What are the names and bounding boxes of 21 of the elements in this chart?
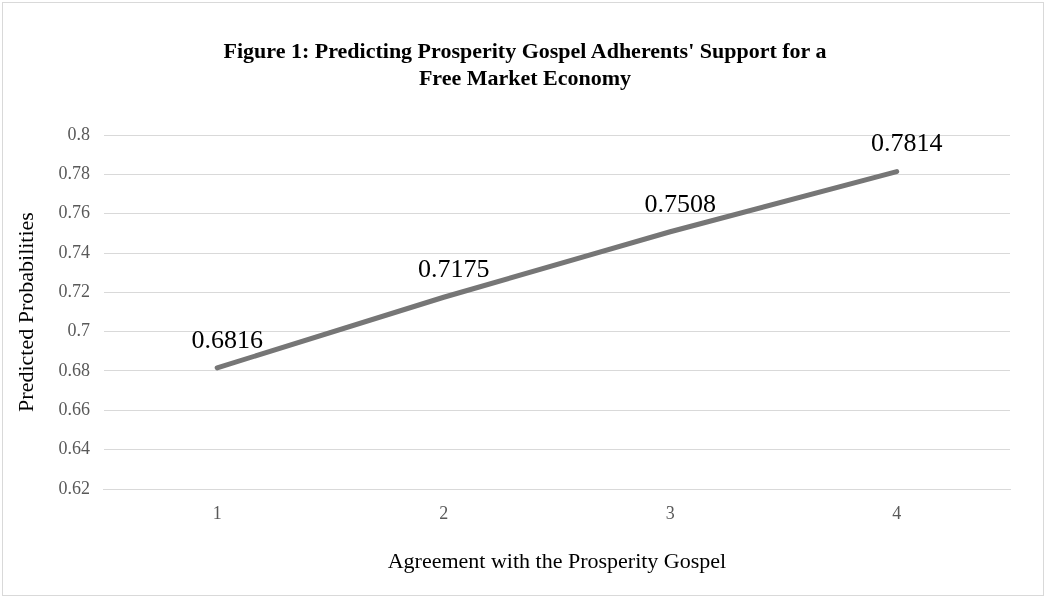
data-label: 0.6816 <box>191 324 263 354</box>
data-label: 0.7175 <box>417 254 490 284</box>
data-label: 0.7814 <box>870 128 943 158</box>
y-tick-label: 0.62 <box>58 477 90 498</box>
y-tick-label: 0.66 <box>58 399 90 420</box>
y-tick-label: 0.7 <box>67 320 90 341</box>
y-axis-title: Predicted Probabilities <box>12 212 38 412</box>
x-tick-label: 3 <box>665 502 675 523</box>
y-tick-label: 0.78 <box>58 163 90 184</box>
chart-title: Figure 1: Predicting Prosperity Gospel Adherents' Support for a Free Market Economy <box>222 37 828 91</box>
x-tick-label: 4 <box>892 502 902 523</box>
y-tick-label: 0.8 <box>67 123 90 144</box>
y-tick-label: 0.76 <box>58 202 90 223</box>
data-label: 0.7508 <box>644 188 716 218</box>
x-tick-label: 2 <box>439 502 449 523</box>
y-tick-label: 0.64 <box>58 438 90 459</box>
y-tick-label: 0.74 <box>58 241 90 262</box>
y-tick-label: 0.68 <box>58 359 90 380</box>
x-tick-label: 1 <box>212 502 222 523</box>
x-axis-title: Agreement with the Prosperity Gospel <box>387 547 727 573</box>
y-tick-label: 0.72 <box>58 281 90 302</box>
